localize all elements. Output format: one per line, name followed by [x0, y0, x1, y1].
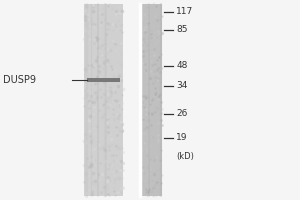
Bar	[84, 4, 123, 196]
Text: (kD): (kD)	[176, 152, 194, 160]
Bar	[87, 78, 120, 82]
Text: 34: 34	[176, 81, 188, 90]
Bar	[141, 4, 162, 196]
Text: 85: 85	[176, 25, 188, 34]
Text: 48: 48	[176, 62, 188, 71]
Text: 117: 117	[176, 7, 194, 17]
Text: DUSP9: DUSP9	[3, 75, 36, 85]
Text: 19: 19	[176, 134, 188, 142]
Text: 26: 26	[176, 109, 188, 118]
